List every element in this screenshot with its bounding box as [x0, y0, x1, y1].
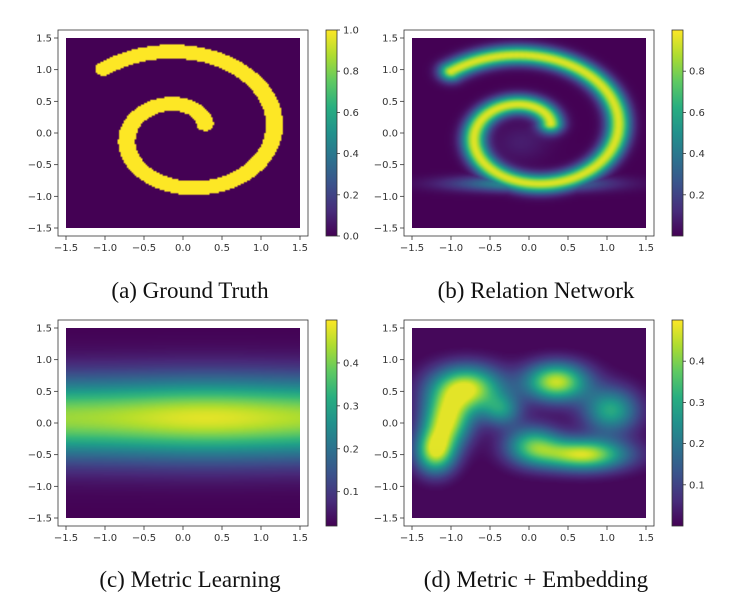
y-tick-label: 1.5 [36, 34, 52, 45]
y-tick-label: 0.5 [36, 97, 52, 108]
y-tick-label: 0.0 [382, 419, 398, 430]
panel-caption: (b) Relation Network [438, 278, 635, 303]
x-tick-label: 0.5 [214, 243, 230, 254]
y-tick-label: −0.5 [28, 450, 52, 461]
colorbar-tick-label: 0.8 [689, 67, 705, 78]
colorbar-tick-label: 0.4 [689, 357, 705, 368]
y-tick-label: 1.0 [382, 355, 398, 366]
x-tick-label: 1.0 [599, 243, 615, 254]
x-tick-label: −1.0 [93, 533, 117, 544]
x-tick-label: 0.0 [175, 243, 191, 254]
y-tick-label: −0.5 [28, 160, 52, 171]
colorbar [325, 319, 338, 527]
y-tick-label: −1.0 [374, 482, 398, 493]
panel-a: −1.5 −1.0 −0.5 0.0 0.5 1.0 1.5 1.5 1.0 0.5 0.0 −0.5… [28, 26, 359, 304]
x-tick-label: −1.5 [54, 533, 78, 544]
panel-caption: (d) Metric + Embedding [424, 567, 649, 592]
colorbar-tick-label: 0.8 [343, 67, 359, 78]
x-tick-label: 0.5 [560, 243, 576, 254]
x-tick-label: 1.5 [638, 243, 654, 254]
colorbar-tick-label: 0.3 [689, 398, 705, 409]
colorbar-tick-label: 0.2 [689, 190, 705, 201]
y-tick-label: 0.0 [382, 129, 398, 140]
panel-c: −1.5 −1.0 −0.5 0.0 0.5 1.0 1.5 1.5 1.0 0.5 0.0 −0.5… [28, 319, 359, 592]
y-tick-label: 0.5 [382, 387, 398, 398]
heatmap-image [66, 328, 300, 518]
x-tick-label: 1.0 [599, 533, 615, 544]
axes-frame [57, 319, 309, 527]
x-tick-label: −1.0 [439, 243, 463, 254]
y-tick-label: −1.5 [28, 224, 52, 235]
colorbar-tick-label: 0.2 [343, 190, 359, 201]
x-tick-label: −0.5 [132, 533, 156, 544]
x-tick-label: 0.0 [175, 533, 191, 544]
heatmap-image [412, 328, 646, 518]
y-tick-label: 1.0 [36, 65, 52, 76]
y-tick-label: −0.5 [374, 160, 398, 171]
panel-d: −1.5 −1.0 −0.5 0.0 0.5 1.0 1.5 1.5 1.0 0.5 0.0 −0.5… [374, 319, 705, 592]
axes-frame [403, 319, 655, 527]
panel-b: −1.5 −1.0 −0.5 0.0 0.5 1.0 1.5 1.5 1.0 0.5 0.0 −0.5… [374, 29, 705, 303]
panel-caption: (a) Ground Truth [111, 278, 269, 303]
x-tick-label: 0.5 [214, 533, 230, 544]
y-tick-label: 0.5 [36, 387, 52, 398]
colorbar-tick-label: 0.1 [343, 487, 359, 498]
x-tick-label: −1.5 [400, 533, 424, 544]
x-tick-label: −0.5 [478, 533, 502, 544]
x-tick-label: −1.0 [93, 243, 117, 254]
colorbar-tick-label: 0.4 [343, 149, 359, 160]
x-tick-label: 1.5 [292, 243, 308, 254]
x-tick-label: 1.5 [638, 533, 654, 544]
y-tick-label: −1.5 [374, 224, 398, 235]
y-tick-label: 0.0 [36, 129, 52, 140]
heatmap-image [412, 38, 646, 228]
y-tick-label: 1.0 [382, 65, 398, 76]
x-tick-label: 0.0 [521, 243, 537, 254]
y-tick-label: 1.0 [36, 355, 52, 366]
axes-frame [57, 29, 309, 237]
colorbar [325, 29, 338, 237]
y-tick-label: 1.5 [36, 324, 52, 335]
colorbar-tick-label: 0.4 [689, 149, 705, 160]
colorbar-tick-label: 0.0 [343, 232, 359, 243]
y-tick-label: −1.0 [374, 192, 398, 203]
x-tick-label: −0.5 [478, 243, 502, 254]
axes-frame [403, 29, 655, 237]
colorbar-tick-label: 0.2 [689, 439, 705, 450]
y-tick-label: −0.5 [374, 450, 398, 461]
colorbar-tick-label: 0.6 [343, 108, 359, 119]
colorbar-tick-label: 0.2 [343, 444, 359, 455]
y-tick-label: −1.0 [28, 482, 52, 493]
colorbar-tick-label: 1.0 [343, 26, 359, 37]
y-tick-label: 1.5 [382, 34, 398, 45]
x-tick-label: −1.0 [439, 533, 463, 544]
y-tick-label: 1.5 [382, 324, 398, 335]
y-tick-label: −1.5 [374, 514, 398, 525]
colorbar-tick-label: 0.4 [343, 358, 359, 369]
colorbar-tick-label: 0.6 [689, 108, 705, 119]
colorbar [671, 319, 684, 527]
x-tick-label: 1.0 [253, 533, 269, 544]
x-tick-label: 1.0 [253, 243, 269, 254]
y-tick-label: 0.5 [382, 97, 398, 108]
colorbar-tick-label: 0.1 [689, 480, 705, 491]
y-tick-label: −1.0 [28, 192, 52, 203]
colorbar-tick-label: 0.3 [343, 401, 359, 412]
x-tick-label: −1.5 [400, 243, 424, 254]
x-tick-label: −1.5 [54, 243, 78, 254]
x-tick-label: −0.5 [132, 243, 156, 254]
panel-caption: (c) Metric Learning [99, 567, 281, 592]
y-tick-label: −1.5 [28, 514, 52, 525]
heatmap-image [66, 38, 300, 228]
colorbar [671, 29, 684, 237]
y-tick-label: 0.0 [36, 419, 52, 430]
x-tick-label: 0.5 [560, 533, 576, 544]
x-tick-label: 1.5 [292, 533, 308, 544]
x-tick-label: 0.0 [521, 533, 537, 544]
